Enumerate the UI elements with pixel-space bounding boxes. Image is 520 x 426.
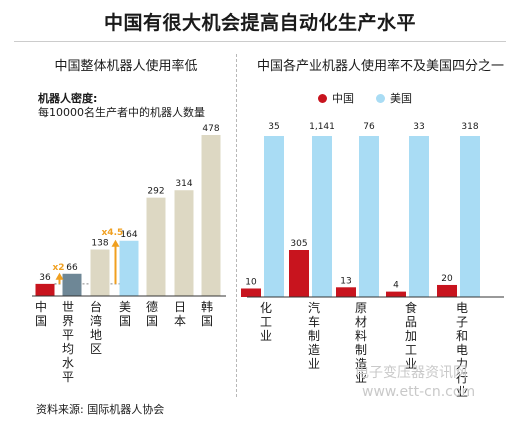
legend-item-usa: 美国 bbox=[376, 90, 412, 106]
value-label-china-电子和电力行业: 20 bbox=[441, 274, 453, 284]
annotation-x2: x2 bbox=[53, 263, 65, 273]
x-tick-label-世界平均水平: 世界平均水平 bbox=[62, 300, 74, 384]
x-tick-label-德国: 德国 bbox=[146, 299, 158, 328]
x-tick-label-原材料制造业: 原材料制造业 bbox=[355, 301, 367, 385]
bar-china-汽车制造业 bbox=[289, 250, 309, 297]
right-panel-title: 中国各产业机器人使用率不及美国四分之一 bbox=[256, 59, 504, 74]
value-label-美国: 164 bbox=[120, 230, 137, 240]
legend-item-china: 中国 bbox=[318, 90, 354, 106]
bar-德国 bbox=[146, 197, 166, 296]
value-label-china-食品加工业: 4 bbox=[393, 281, 399, 291]
value-label-usa-汽车制造业: 1,141 bbox=[309, 122, 335, 132]
x-tick-label-日本: 日本 bbox=[174, 300, 186, 328]
bar-韩国 bbox=[201, 135, 221, 296]
value-label-usa-电子和电力行业: 318 bbox=[461, 122, 478, 132]
bar-usa-汽车制造业 bbox=[312, 136, 332, 297]
value-label-台湾地区: 138 bbox=[91, 239, 108, 249]
bar-usa-电子和电力行业 bbox=[460, 136, 480, 297]
watermark-text: 电子变压器资讯网 bbox=[355, 365, 467, 381]
panel-divider bbox=[236, 54, 237, 397]
value-label-德国: 292 bbox=[147, 187, 164, 197]
bar-美国 bbox=[119, 240, 139, 296]
value-label-中国: 36 bbox=[39, 273, 51, 283]
bar-台湾地区 bbox=[90, 249, 110, 296]
bar-china-电子和电力行业 bbox=[437, 284, 457, 297]
arrow-x2-head bbox=[55, 272, 64, 280]
value-label-usa-原材料制造业: 76 bbox=[363, 122, 375, 132]
bar-china-食品加工业 bbox=[386, 291, 406, 297]
legend-label-usa: 美国 bbox=[390, 92, 412, 105]
source-note: 资料来源: 国际机器人协会 bbox=[36, 403, 165, 416]
bar-日本 bbox=[174, 190, 194, 296]
value-label-世界平均水平: 66 bbox=[66, 263, 78, 273]
legend-label-china: 中国 bbox=[332, 92, 354, 105]
left-panel-title: 中国整体机器人使用率低 bbox=[54, 59, 198, 74]
x-tick-label-韩国: 韩国 bbox=[201, 299, 213, 328]
bar-china-原材料制造业 bbox=[336, 287, 356, 297]
x-tick-label-中国: 中国 bbox=[35, 299, 47, 328]
legend-swatch-china bbox=[318, 93, 327, 103]
x-tick-label-化工业: 化工业 bbox=[260, 301, 272, 343]
legend-swatch-usa bbox=[376, 93, 385, 103]
arrow-x45-head bbox=[111, 239, 120, 247]
value-label-china-原材料制造业: 13 bbox=[340, 276, 351, 286]
x-tick-label-台湾地区: 台湾地区 bbox=[90, 299, 102, 356]
y-axis-label-title: 机器人密度: bbox=[38, 92, 98, 105]
x-tick-label-汽车制造业: 汽车制造业 bbox=[308, 300, 320, 371]
annotation-x45: x4.5 bbox=[102, 228, 124, 238]
bar-china-化工业 bbox=[241, 288, 261, 297]
value-label-韩国: 478 bbox=[202, 124, 219, 134]
bar-usa-原材料制造业 bbox=[359, 136, 379, 297]
y-axis-label: 每10000名生产者中的机器人数量 bbox=[38, 106, 205, 119]
bar-usa-化工业 bbox=[264, 136, 284, 297]
bar-世界平均水平 bbox=[62, 273, 82, 296]
x-tick-label-电子和电力行业: 电子和电力行业 bbox=[456, 301, 468, 399]
value-label-usa-化工业: 35 bbox=[268, 122, 279, 132]
bar-usa-食品加工业 bbox=[409, 136, 429, 297]
title-divider bbox=[14, 41, 506, 42]
watermark-url: www.ett-cn.com bbox=[362, 384, 476, 400]
value-label-日本: 314 bbox=[175, 179, 192, 189]
x-tick-label-食品加工业: 食品加工业 bbox=[405, 300, 417, 371]
x-tick-label-美国: 美国 bbox=[119, 300, 131, 328]
value-label-usa-食品加工业: 33 bbox=[413, 122, 424, 132]
bar-中国 bbox=[35, 283, 55, 296]
chart-title: 中国有很大机会提高自动化生产水平 bbox=[103, 12, 416, 34]
value-label-china-汽车制造业: 305 bbox=[290, 239, 307, 249]
value-label-china-化工业: 10 bbox=[245, 277, 257, 287]
